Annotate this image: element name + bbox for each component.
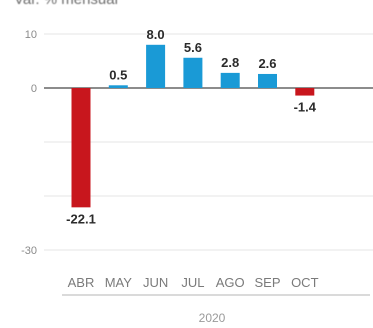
category-label: JUN <box>143 275 168 290</box>
bar-jun <box>146 44 166 88</box>
bar-ago <box>220 72 240 88</box>
category-label: SEP <box>254 275 280 290</box>
bar-oct <box>295 88 315 96</box>
category-label: AGO <box>216 275 245 290</box>
value-label: 8.0 <box>147 27 165 42</box>
bar-jul <box>183 57 203 88</box>
labels-layer: 10 0 -30 -22.1 ABR 0.5 MAY 8.0 JUN 5.6 JUL 2.8 AGO 2.… <box>21 27 370 325</box>
bar-may <box>108 85 128 88</box>
y-tick-label: -30 <box>21 245 37 257</box>
y-tick-label: 0 <box>31 83 37 95</box>
category-label: ABR <box>68 275 95 290</box>
grid-layer <box>44 33 373 251</box>
value-label: 2.8 <box>221 55 239 70</box>
bars-layer <box>71 44 315 208</box>
category-label: MAY <box>105 275 133 290</box>
y-tick-label: 10 <box>25 29 37 41</box>
chart-title: Var. % mensual <box>14 0 118 8</box>
bar-sep <box>258 73 277 88</box>
value-label: -22.1 <box>66 211 96 226</box>
group-label: 2020 <box>199 311 226 325</box>
value-label: 2.6 <box>258 56 276 71</box>
category-label: JUL <box>181 275 204 290</box>
value-label: 0.5 <box>109 67 127 82</box>
value-label: -1.4 <box>294 100 317 115</box>
value-label: 5.6 <box>184 40 202 55</box>
category-label: OCT <box>291 275 319 290</box>
bar-abr <box>71 88 91 208</box>
